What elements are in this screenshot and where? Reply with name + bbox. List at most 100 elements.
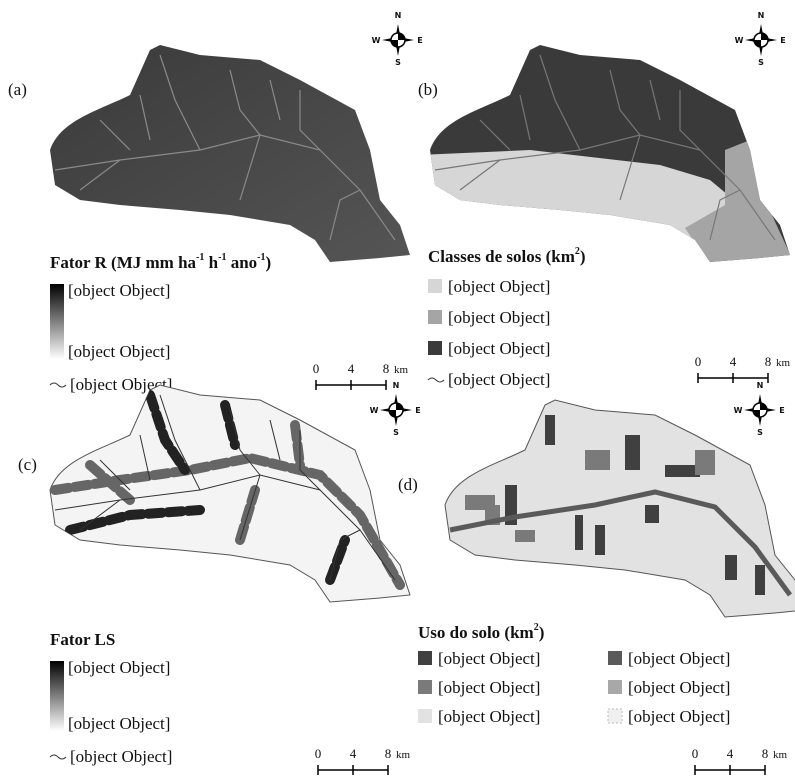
compass-letter: W [370,406,379,415]
legend-swatch [418,709,432,723]
compass-letter: N [393,381,400,390]
land-patch [755,565,765,595]
land-patch [545,415,555,445]
compass-letter: S [758,58,764,67]
scale-label: 4 [727,746,734,761]
legend-swatch [428,279,442,293]
legend-swatch [428,341,442,355]
legend-item: [object Object] [68,281,170,300]
legend-item: [object Object] [68,658,170,677]
map [50,385,410,602]
title-part: Classes de solos (km [428,247,575,266]
panel-label: (c) [18,455,37,474]
gradient-ramp [50,661,64,731]
legend-swatch [608,680,622,694]
legend-item: [object Object] [448,308,550,327]
figure: (a)NSWE048kmFator R (MJ mm ha-1 h-1 ano-… [0,0,795,781]
legend-item: [object Object] [628,707,730,726]
legend-swatch [418,680,432,694]
panel-label: (d) [398,475,418,494]
compass-letter: W [372,36,381,45]
scale-label: 0 [692,746,699,761]
title-part: -1 [218,252,226,263]
scale-bar [695,765,765,775]
compass-letter: N [395,11,402,20]
legend-item: [object Object] [628,649,730,668]
compass-letter: E [780,36,785,45]
compass-letter: W [734,406,743,415]
title-part: Uso do solo (km [418,623,534,642]
scale-bar [318,765,388,775]
gradient-ramp [50,284,64,359]
title-part: Fator R (MJ mm ha [50,253,197,272]
compass-letter: S [393,428,399,437]
scale-unit: km [776,357,791,369]
scale-unit: km [394,364,409,376]
scale-bar [316,380,386,390]
legend-item: [object Object] [68,714,170,733]
scale-label: 8 [383,361,390,376]
title-part: ) [580,247,586,266]
map [445,400,795,617]
compass-letter: S [757,428,763,437]
scale-label: 0 [315,746,322,761]
scale-label: 4 [730,354,737,369]
title-part: -1 [196,252,204,263]
legend-swatch [608,709,622,723]
compass-letter: E [415,406,420,415]
legend-title: Uso do solo (km2) [418,622,544,642]
legend-item: [object Object] [448,277,550,296]
scale-label: 8 [762,746,769,761]
land-patch [665,465,700,477]
map [50,45,410,262]
land-patch [695,450,715,475]
scale-label: 4 [348,361,355,376]
scale-unit: km [396,749,411,761]
scale-label: 0 [695,354,702,369]
legend-title: Fator LS [50,630,115,649]
legend-title: Classes de solos (km2) [428,246,586,266]
compass-letter: N [758,11,765,20]
compass-letter: W [735,36,744,45]
basin [50,45,410,262]
land-patch [645,505,659,523]
title-part: -1 [257,252,265,263]
legend-item: [object Object] [438,649,540,668]
land-patch [515,530,535,542]
scale-label: 8 [765,354,772,369]
hydro-symbol [428,378,444,382]
scale-label: 4 [350,746,357,761]
scale-unit: km [773,749,788,761]
hydro-symbol [50,383,66,387]
title-part: ) [539,623,545,642]
title-part: ) [266,253,272,272]
slope-band [295,425,300,465]
legend-swatch [428,310,442,324]
legend-item: [object Object] [438,678,540,697]
compass-letter: N [757,381,764,390]
legend-swatch [418,651,432,665]
panel-label: (b) [418,80,438,99]
panel: (d) N S W E 0 4 8 km Uso do solo (km2) [object Obj… [398,381,795,775]
land-patch [585,450,610,470]
legend-swatch [608,651,622,665]
title-part: Fator LS [50,630,115,649]
map [380,0,795,270]
land-patch [575,515,583,550]
compass: N S W E [370,381,421,437]
legend-item: [object Object] [628,678,730,697]
land-patch [625,435,640,470]
compass: N S W E [735,11,786,67]
soil-classes [380,0,795,270]
legend-item: [object Object] [70,747,172,766]
panel: (b) N S W E 0 4 8 km Classes de solos (km2) [objec… [380,0,795,389]
land-patch [595,525,605,555]
scale-label: 0 [313,361,320,376]
panel-label: (a) [8,80,27,99]
title-part: ano [226,253,257,272]
compass-letter: E [417,36,422,45]
